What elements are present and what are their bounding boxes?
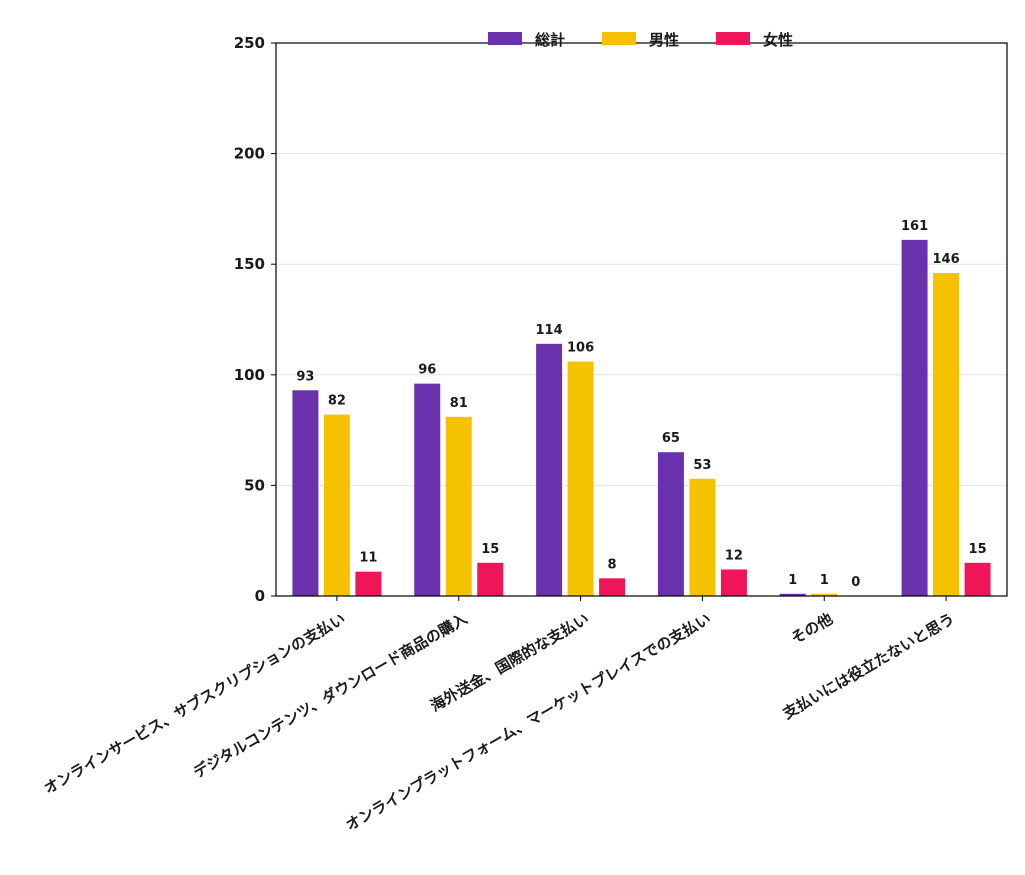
bar-男性-2 — [445, 416, 472, 596]
data-label: 12 — [725, 548, 743, 563]
y-tick-label: 200 — [234, 145, 265, 163]
data-label: 81 — [450, 396, 468, 411]
data-label: 65 — [662, 431, 680, 446]
bar-総計-3 — [536, 343, 563, 596]
bar-男性-5 — [811, 593, 838, 596]
bar-男性-4 — [689, 478, 716, 596]
data-label: 11 — [359, 551, 377, 566]
y-tick-label: 50 — [244, 476, 265, 494]
data-label: 161 — [901, 219, 928, 234]
legend-label: 男性 — [649, 31, 679, 49]
bar-総計-1 — [292, 390, 319, 596]
plot-area-frame — [275, 42, 1008, 597]
legend: 総計 男性 女性 — [488, 31, 793, 49]
y-tick-label: 0 — [255, 587, 265, 605]
data-label: 8 — [608, 557, 617, 572]
legend-swatch-男性 — [602, 32, 636, 45]
bar-男性-6 — [933, 273, 960, 596]
bar-女性-3 — [599, 578, 626, 596]
data-label: 1 — [820, 573, 829, 588]
y-tick-label: 250 — [234, 34, 265, 52]
bar-女性-6 — [964, 562, 991, 596]
data-label: 1 — [788, 573, 797, 588]
data-label: 93 — [296, 369, 314, 384]
grid-lines — [276, 42, 1007, 486]
data-label: 0 — [851, 575, 860, 590]
bar-総計-4 — [657, 452, 684, 596]
bar-総計-2 — [414, 383, 441, 596]
bar-女性-4 — [720, 569, 747, 596]
data-label: 15 — [481, 542, 499, 557]
data-label: 146 — [933, 252, 960, 267]
bar-男性-1 — [323, 414, 350, 596]
y-axis: 0 50 100 150 200 250 — [234, 34, 276, 605]
bar-総計-5 — [779, 593, 806, 596]
y-tick-label: 150 — [234, 255, 265, 273]
data-label: 96 — [418, 363, 436, 378]
x-axis: オンラインサービス、サブスクリプションの支払いデジタルコンテンツ、ダウンロード商… — [41, 596, 958, 834]
y-tick-label: 100 — [234, 366, 265, 384]
legend-label: 総計 — [535, 31, 565, 49]
legend-swatch-女性 — [716, 32, 750, 45]
data-label: 15 — [969, 542, 987, 557]
bar-series-group — [292, 239, 991, 597]
data-label: 114 — [536, 323, 563, 338]
bar-男性-3 — [567, 361, 594, 596]
x-category-label: その他 — [788, 610, 836, 648]
bar-女性-2 — [477, 562, 504, 596]
legend-label: 女性 — [763, 31, 793, 49]
bar-総計-6 — [901, 239, 928, 597]
data-label: 82 — [328, 394, 346, 409]
data-label: 53 — [693, 458, 711, 473]
bar-女性-1 — [355, 571, 382, 596]
data-label: 106 — [567, 341, 594, 356]
legend-swatch-総計 — [488, 32, 522, 45]
